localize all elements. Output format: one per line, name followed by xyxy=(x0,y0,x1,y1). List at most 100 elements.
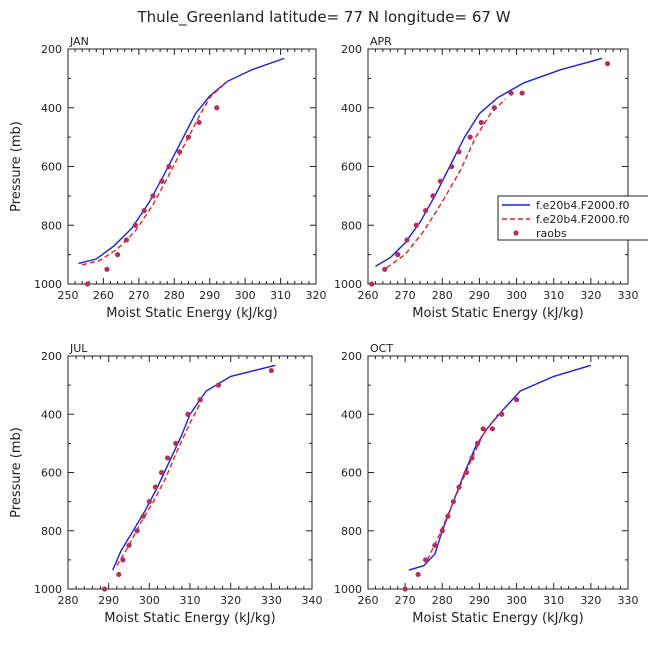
raob-point xyxy=(474,440,481,446)
x-tick-label: 320 xyxy=(580,289,601,302)
raob-point xyxy=(499,411,505,417)
raob-point xyxy=(480,426,486,432)
raob-point xyxy=(450,499,457,505)
x-tick-label: 310 xyxy=(543,594,564,607)
raob-point xyxy=(422,207,429,214)
x-tick-label: 330 xyxy=(261,594,282,607)
y-tick-label: 600 xyxy=(41,161,62,174)
panel-jul: 280 290 300 310 320 330 340 200 400 600 800 1000 JUL… xyxy=(9,342,323,626)
raob-point xyxy=(104,266,110,272)
plot-frame xyxy=(367,355,629,590)
raob-point xyxy=(185,134,192,140)
legend-label: raobs xyxy=(536,227,567,240)
x-tick-label: 270 xyxy=(128,289,149,302)
panel-jan: 250 260 270 280 290 300 310 320 200 400 600 800 1000… xyxy=(9,35,327,321)
raob-point xyxy=(478,119,484,126)
y-axis-label: Pressure (mb) xyxy=(9,427,24,518)
raob-point xyxy=(519,90,525,96)
legend-marker-dot xyxy=(513,230,519,236)
legend-box xyxy=(497,195,648,241)
raob-point xyxy=(448,163,455,170)
panel-oct: 260 270 280 290 300 310 320 330 200 400 600 800 1000… xyxy=(334,342,639,626)
figure-title: Thule_Greenland latitude= 77 N longitude… xyxy=(136,8,510,27)
x-tick-label: 290 xyxy=(469,289,490,302)
y-tick-label: 200 xyxy=(341,350,362,363)
raob-point xyxy=(123,237,130,243)
y-tick-label: 600 xyxy=(341,467,362,480)
raob-point xyxy=(395,252,401,258)
y-tick-label: 200 xyxy=(341,43,362,56)
x-tick-label: 320 xyxy=(580,594,601,607)
raob-point xyxy=(126,542,132,548)
x-tick-label: 310 xyxy=(180,594,201,607)
raob-point xyxy=(268,367,274,374)
raob-point xyxy=(214,105,220,111)
raob-point xyxy=(467,134,473,140)
x-tick-label: 290 xyxy=(98,594,119,607)
plot-frame xyxy=(67,48,317,285)
y-axis-label: Pressure (mb) xyxy=(9,121,24,212)
x-tick-label: 340 xyxy=(302,594,323,607)
x-tick-label: 280 xyxy=(432,289,453,302)
legend-label: f.e20b4.F2000.f0 xyxy=(536,199,630,212)
raob-point xyxy=(146,499,152,505)
raob-point xyxy=(115,252,121,258)
y-tick-label: 400 xyxy=(341,102,362,115)
raob-point xyxy=(508,90,514,96)
raob-point xyxy=(152,484,159,490)
x-axis-label: Moist Static Energy (kJ/kg) xyxy=(412,306,583,321)
panel-label: OCT xyxy=(370,342,393,355)
x-tick-label: 280 xyxy=(164,289,185,302)
series-line-solid xyxy=(112,364,276,571)
raob-point xyxy=(134,528,140,534)
raob-point xyxy=(120,557,126,563)
panel-label: JAN xyxy=(69,35,89,48)
plot-frame xyxy=(67,355,313,590)
y-tick-label: 800 xyxy=(341,219,362,232)
raob-point xyxy=(166,163,172,170)
raob-point xyxy=(102,586,108,592)
y-tick-label: 1000 xyxy=(34,583,62,596)
raob-point xyxy=(489,426,496,432)
raob-point xyxy=(150,193,156,199)
y-tick-label: 200 xyxy=(41,43,62,56)
y-tick-label: 400 xyxy=(341,408,362,421)
series-line-dashed xyxy=(386,98,506,269)
raob-point xyxy=(404,237,410,243)
x-tick-label: 280 xyxy=(58,594,79,607)
raob-point xyxy=(456,149,462,155)
panels: 250 260 270 280 290 300 310 320 200 400 600 800 1000… xyxy=(9,35,639,626)
raob-point xyxy=(141,207,147,214)
raob-point xyxy=(491,105,497,111)
raob-point xyxy=(132,222,138,228)
raob-point xyxy=(469,455,475,461)
panel-label: APR xyxy=(370,35,392,48)
x-tick-label: 250 xyxy=(58,289,79,302)
raob-point xyxy=(439,528,445,534)
series-line-dashed xyxy=(116,399,203,567)
raob-point xyxy=(215,382,222,388)
x-tick-label: 260 xyxy=(358,289,379,302)
x-tick-label: 330 xyxy=(618,594,639,607)
x-tick-label: 310 xyxy=(543,289,564,302)
series-line-solid xyxy=(408,364,592,571)
x-tick-label: 290 xyxy=(199,289,220,302)
x-axis-label: Moist Static Energy (kJ/kg) xyxy=(412,611,583,626)
raob-point xyxy=(116,571,122,578)
x-tick-label: 300 xyxy=(139,594,160,607)
raob-point xyxy=(513,397,520,403)
plot-frame xyxy=(367,48,629,285)
raob-point xyxy=(185,411,191,417)
y-tick-label: 200 xyxy=(41,350,62,363)
x-tick-label: 270 xyxy=(395,289,416,302)
x-tick-label: 310 xyxy=(270,289,291,302)
x-tick-label: 300 xyxy=(506,289,527,302)
raob-point xyxy=(402,586,408,592)
raob-point xyxy=(177,149,183,155)
raob-point xyxy=(140,513,146,519)
raob-point xyxy=(158,469,165,476)
y-tick-label: 600 xyxy=(41,467,62,480)
y-tick-label: 1000 xyxy=(334,278,362,291)
